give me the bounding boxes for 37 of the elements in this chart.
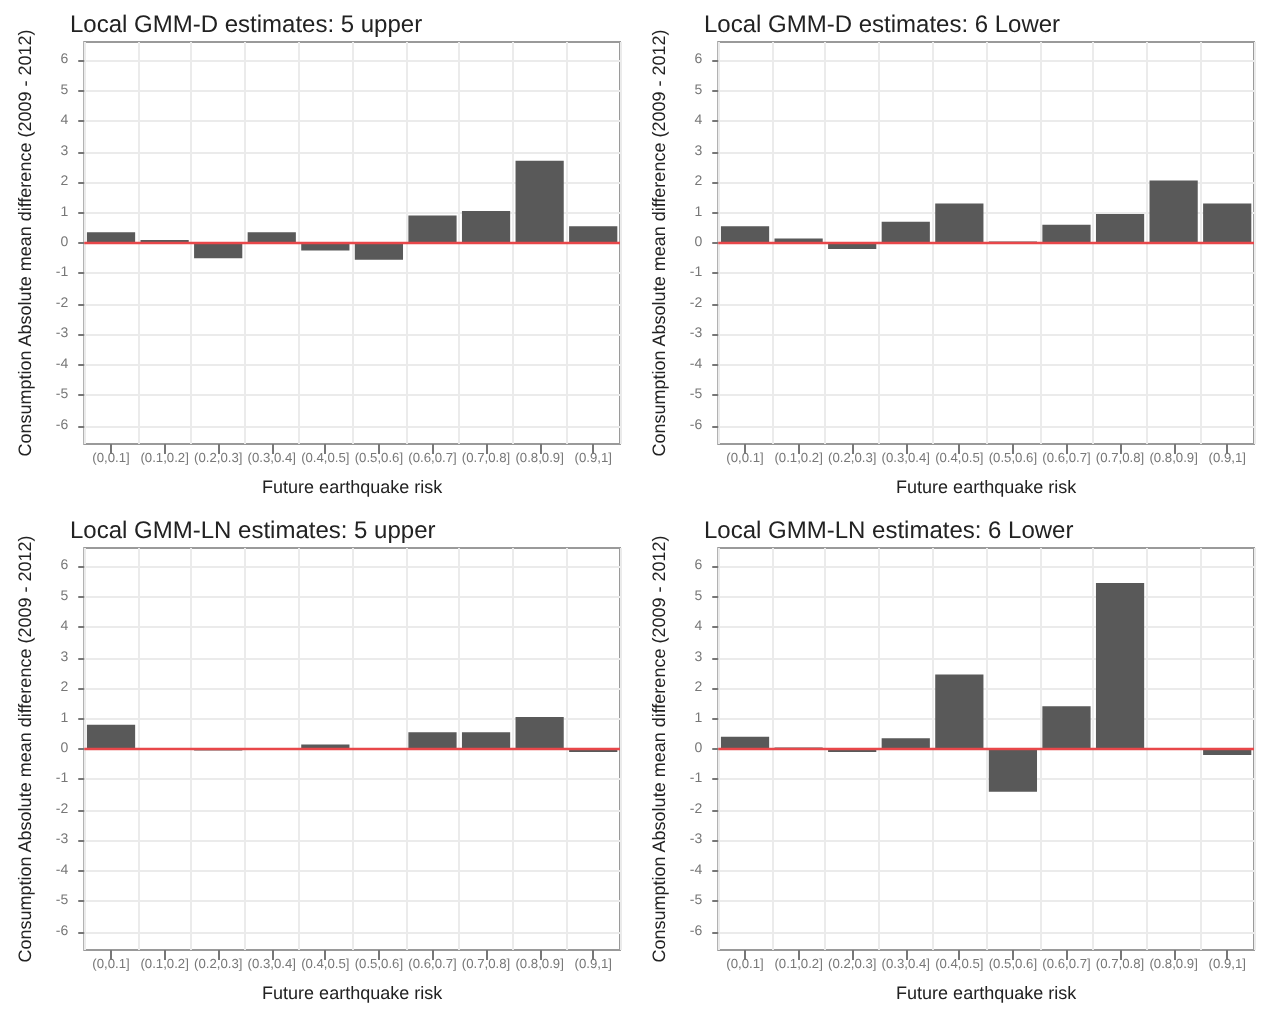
y-axis-title: Consumption Absolute mean difference (2009 - 2012): [649, 535, 669, 963]
bar: [720, 226, 770, 243]
bar: [569, 226, 618, 243]
bar: [1095, 214, 1145, 243]
bar: [1042, 706, 1091, 749]
bar: [881, 738, 930, 749]
y-axis-title: Consumption Absolute mean difference (2009 - 2012): [15, 29, 35, 457]
x-axis-title: Future earthquake risk: [896, 983, 1078, 1003]
bar: [408, 215, 457, 243]
y-axis-title: Consumption Absolute mean difference (2009 - 2012): [649, 29, 669, 457]
y-axis-title: Consumption Absolute mean difference (2009 - 2012): [15, 535, 35, 963]
bar: [86, 232, 136, 243]
bar: [935, 203, 984, 243]
bar: [1203, 203, 1252, 243]
bar: [86, 724, 136, 749]
bar: [1149, 180, 1198, 243]
chart-title: Local GMM-D estimates: 5 upper: [70, 10, 423, 38]
bar: [515, 160, 564, 243]
bar: [720, 736, 770, 749]
bar: [354, 243, 404, 260]
bar: [515, 717, 564, 749]
bar: [247, 232, 296, 243]
bar: [408, 732, 457, 749]
bar: [461, 211, 511, 243]
chart-title: Local GMM-LN estimates: 6 Lower: [704, 516, 1074, 544]
chart-title: Local GMM-LN estimates: 5 upper: [70, 516, 436, 544]
x-axis-title: Future earthquake risk: [896, 477, 1078, 497]
bar: [461, 732, 511, 749]
bar: [935, 674, 984, 749]
bar: [1095, 583, 1145, 749]
x-axis-title: Future earthquake risk: [262, 477, 444, 497]
bar: [194, 243, 243, 259]
x-axis-title: Future earthquake risk: [262, 983, 444, 1003]
bar: [988, 749, 1038, 792]
bar: [881, 221, 930, 243]
bar: [1042, 224, 1091, 243]
chart-title: Local GMM-D estimates: 6 Lower: [704, 10, 1061, 38]
